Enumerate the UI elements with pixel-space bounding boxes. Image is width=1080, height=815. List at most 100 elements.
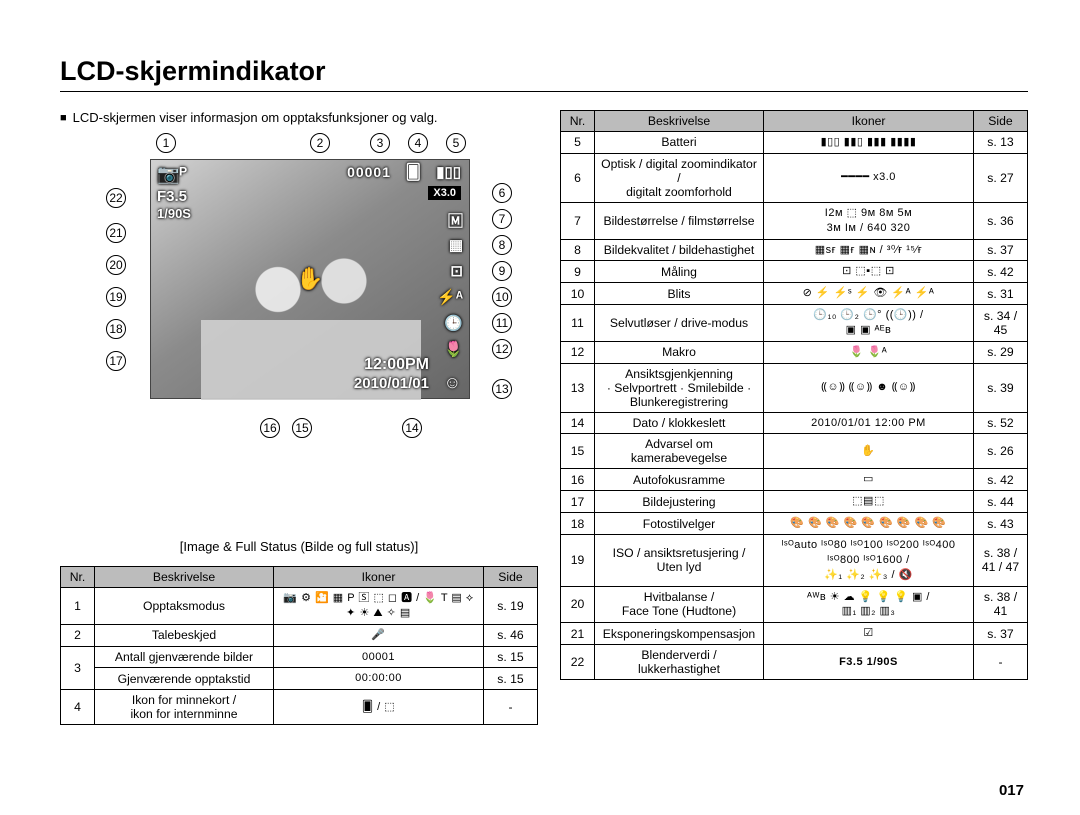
cell-desc: Talebeskjed [95, 624, 274, 646]
th-icons: Ikoner [764, 111, 974, 132]
cell-icons: ☑ [764, 623, 974, 645]
cell-desc: Blenderverdi /lukkerhastighet [595, 645, 764, 680]
cell-icons: ▭ [764, 469, 974, 491]
cell-desc: ISO / ansiktsretusjering /Uten lyd [595, 534, 764, 586]
cell-icons: ᴵˢᴼauto ᴵˢᴼ80 ᴵˢᴼ100 ᴵˢᴼ200 ᴵˢᴼ400 ᴵˢᴼ80… [764, 534, 974, 586]
cell-icons: F3.5 1/90S [764, 645, 974, 680]
table-row: 22Blenderverdi /lukkerhastighetF3.5 1/90… [561, 645, 1028, 680]
lcd-screen: 📷ᴾ F3.5 1/90S 00001 🂠 ▮▯▯ X3.0 12:00PM 2… [150, 159, 470, 399]
table-row: 19ISO / ansiktsretusjering /Uten lydᴵˢᴼa… [561, 534, 1028, 586]
lcd-diagram: 📷ᴾ F3.5 1/90S 00001 🂠 ▮▯▯ X3.0 12:00PM 2… [60, 133, 538, 533]
cell-nr: 3 [61, 646, 95, 690]
cell-nr: 21 [561, 623, 595, 645]
table-row: 16Autofokusramme▭s. 42 [561, 469, 1028, 491]
cell-side: - [974, 645, 1028, 680]
cell-side: s. 27 [974, 153, 1028, 202]
cell-nr: 20 [561, 586, 595, 623]
cell-side: s. 29 [974, 341, 1028, 363]
cell-side: s. 39 [974, 363, 1028, 412]
cell-side: s. 46 [484, 624, 538, 646]
cell-side: s. 38 /41 / 47 [974, 534, 1028, 586]
cell-nr: 5 [561, 132, 595, 154]
legend-table-right: Nr. Beskrivelse Ikoner Side 5Batteri▮▯▯ … [560, 110, 1028, 680]
cell-icons: ━━━━ x3.0 [764, 153, 974, 202]
time-value: 12:00PM [364, 356, 429, 374]
cell-nr: 8 [561, 239, 595, 261]
table-row: 2Talebeskjed🎤s. 46 [61, 624, 538, 646]
callout: 5 [446, 133, 466, 153]
callout: 17 [106, 351, 126, 371]
cell-nr: 12 [561, 341, 595, 363]
table-row: 18Fotostilvelger🎨 🎨 🎨 🎨 🎨 🎨 🎨 🎨 🎨s. 43 [561, 513, 1028, 535]
callout: 3 [370, 133, 390, 153]
battery-icon: ▮▯▯ [436, 163, 461, 181]
cell-side: s. 37 [974, 239, 1028, 261]
cell-desc: Advarsel omkamerabevegelse [595, 434, 764, 469]
cell-desc: Ansiktsgjenkjenning· Selvportrett · Smil… [595, 363, 764, 412]
card-icon: 🂠 [406, 163, 421, 181]
table-row: 9Måling⊡ ⬚▪⬚ ⊡s. 42 [561, 261, 1028, 283]
cell-icons: ⊘ ⚡ ⚡ˢ ⚡ 👁 ⚡ᴬ ⚡ᴬ [764, 283, 974, 305]
table-row: 11Selvutløser / drive-modus🕒₁₀ 🕒₂ 🕒° ((🕒… [561, 305, 1028, 342]
cell-icons: ⬚▤⬚ [764, 491, 974, 513]
callout: 9 [492, 261, 512, 281]
th-nr: Nr. [61, 567, 95, 588]
cell-side: s. 13 [974, 132, 1028, 154]
cell-nr: 9 [561, 261, 595, 283]
shake-warning-icon: ✋ [296, 266, 323, 292]
bullet-icon: ■ [60, 112, 67, 124]
table-row: 14Dato / klokkeslett2010/01/01 12:00 PMs… [561, 412, 1028, 434]
cell-desc: Bildestørrelse / filmstørrelse [595, 202, 764, 239]
aperture-value: F3.5 [157, 188, 187, 205]
cell-side: s. 26 [974, 434, 1028, 469]
table-row: 3Antall gjenværende bilder00001s. 15 [61, 646, 538, 668]
callout: 15 [292, 418, 312, 438]
cell-desc: Måling [595, 261, 764, 283]
lcd-right-icon: ⊡ [450, 262, 463, 280]
camera-mode-icon: 📷ᴾ [157, 164, 187, 185]
cell-desc: Bildejustering [595, 491, 764, 513]
face-icon: ☺ [444, 373, 461, 393]
callout: 10 [492, 287, 512, 307]
callout: 18 [106, 319, 126, 339]
cell-icons: ⸨☺⸩ ⸨☺⸩ ☻ ⸨☺⸩ [764, 363, 974, 412]
cell-nr: 16 [561, 469, 595, 491]
callout: 13 [492, 379, 512, 399]
cell-side: s. 44 [974, 491, 1028, 513]
zoom-indicator: X3.0 [428, 186, 461, 200]
cell-side: s. 31 [974, 283, 1028, 305]
callout: 2 [310, 133, 330, 153]
cell-nr: 1 [61, 588, 95, 625]
lcd-right-icon: ▦ [449, 236, 463, 254]
cell-icons: 📷 ⚙ 🎦 ▦ P 🅂 ⬚ ◻ 🅰 / 🌷 T ▤ ⟡ ✦ ☀ ⛰ ✧ ▤ [274, 588, 484, 625]
cell-side: - [484, 690, 538, 725]
table-row: 6Optisk / digital zoomindikator /digital… [561, 153, 1028, 202]
cell-desc: Antall gjenværende bilder [95, 646, 274, 668]
intro-text: ■ LCD-skjermen viser informasjon om oppt… [60, 110, 538, 125]
table-row: 13Ansiktsgjenkjenning· Selvportrett · Sm… [561, 363, 1028, 412]
cell-desc: Opptaksmodus [95, 588, 274, 625]
page-title: LCD-skjermindikator [60, 56, 1028, 87]
heading-rule [60, 91, 1028, 92]
date-value: 2010/01/01 [354, 375, 429, 392]
cell-side: s. 15 [484, 646, 538, 668]
table-row: 4Ikon for minnekort /ikon for internminn… [61, 690, 538, 725]
callout: 20 [106, 255, 126, 275]
table-row: 1Opptaksmodus📷 ⚙ 🎦 ▦ P 🅂 ⬚ ◻ 🅰 / 🌷 T ▤ ⟡… [61, 588, 538, 625]
callout: 7 [492, 209, 512, 229]
callout: 22 [106, 188, 126, 208]
callout: 6 [492, 183, 512, 203]
cell-icons: ✋ [764, 434, 974, 469]
callout: 8 [492, 235, 512, 255]
callout: 21 [106, 223, 126, 243]
page-number: 017 [999, 782, 1024, 799]
table-row: 15Advarsel omkamerabevegelse✋s. 26 [561, 434, 1028, 469]
cell-icons: 🎨 🎨 🎨 🎨 🎨 🎨 🎨 🎨 🎨 [764, 513, 974, 535]
table-row: 5Batteri▮▯▯ ▮▮▯ ▮▮▮ ▮▮▮▮s. 13 [561, 132, 1028, 154]
cell-desc: Fotostilvelger [595, 513, 764, 535]
cell-nr: 10 [561, 283, 595, 305]
cell-icons: ⊡ ⬚▪⬚ ⊡ [764, 261, 974, 283]
cell-nr: 11 [561, 305, 595, 342]
cell-desc: Optisk / digital zoomindikator /digitalt… [595, 153, 764, 202]
cell-desc: Batteri [595, 132, 764, 154]
